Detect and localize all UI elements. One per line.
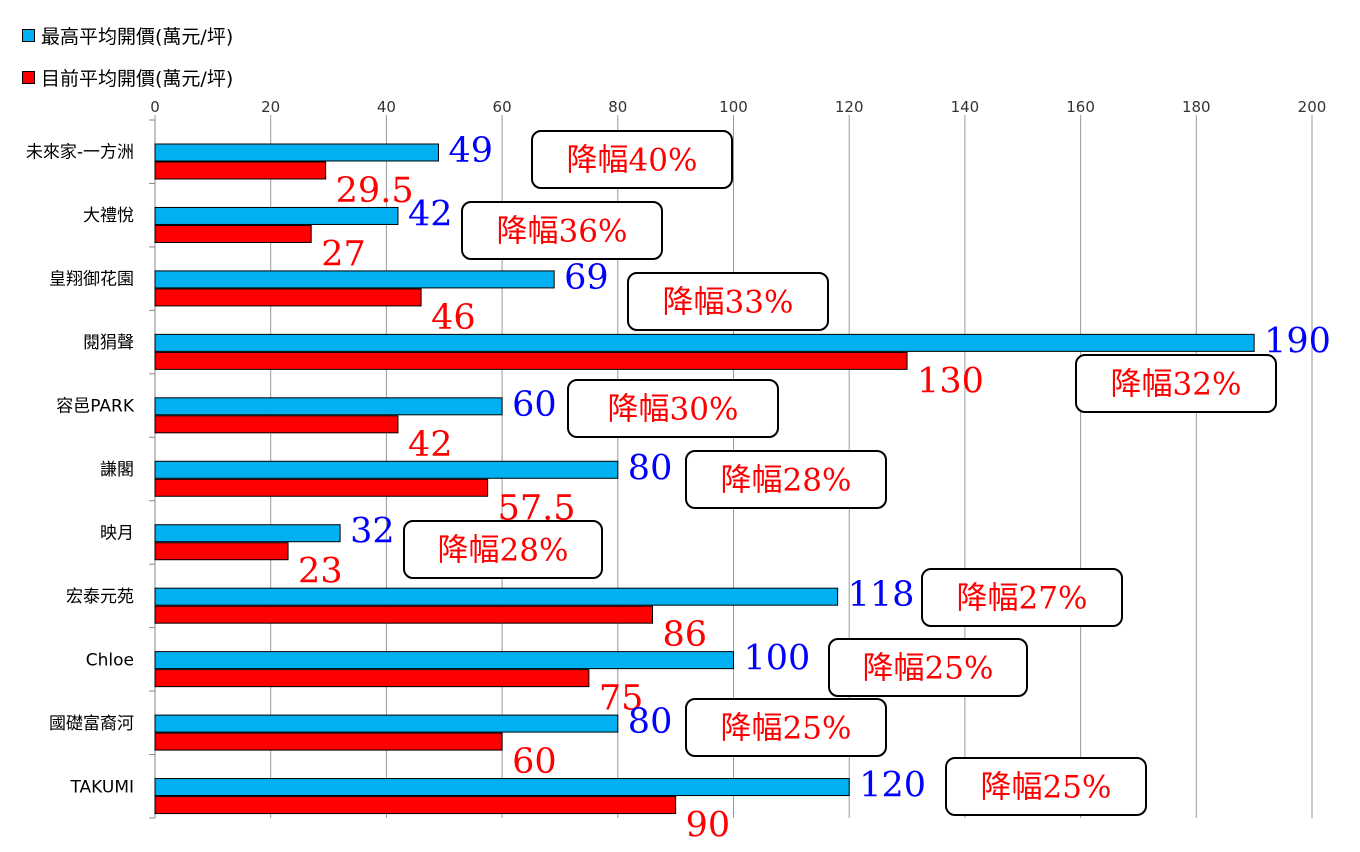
data-label-current: 29.5 <box>336 171 414 211</box>
x-tick-label: 20 <box>261 98 280 116</box>
data-label-max: 69 <box>564 258 609 298</box>
x-tick-label: 140 <box>951 98 980 116</box>
data-label-max: 49 <box>448 131 493 171</box>
data-label-current: 86 <box>663 615 708 655</box>
bar-current <box>154 351 908 370</box>
data-label-max: 100 <box>744 639 811 679</box>
bar-current <box>154 161 327 180</box>
x-tick-label: 120 <box>835 98 864 116</box>
annotation-label: 降幅25% <box>863 651 994 687</box>
annotation-box <box>403 520 603 579</box>
annotation-box <box>685 698 887 757</box>
category-label: 閱狷聲 <box>83 333 134 353</box>
bar-max <box>154 651 734 670</box>
data-label-max: 32 <box>350 512 395 552</box>
bar-max <box>154 524 341 543</box>
x-tick-label: 180 <box>1182 98 1211 116</box>
data-label-max: 190 <box>1264 321 1331 361</box>
bar-max <box>154 460 619 479</box>
data-label-current: 90 <box>686 806 731 846</box>
x-tick-label: 0 <box>150 98 160 116</box>
data-label-current: 60 <box>512 742 557 782</box>
annotation-box <box>921 568 1123 627</box>
data-label-current: 75 <box>599 679 644 719</box>
annotation-box <box>567 379 779 438</box>
legend-item-current: 目前平均開價(萬元/坪) <box>22 64 233 91</box>
bar-current <box>154 224 312 243</box>
category-label: 映月 <box>100 523 134 543</box>
bar-current <box>154 732 503 751</box>
bar-current <box>154 669 590 688</box>
category-label: TAKUMI <box>69 777 134 797</box>
annotation-box <box>828 638 1028 697</box>
bar-current <box>154 542 289 561</box>
bar-max <box>154 714 619 733</box>
data-label-max: 42 <box>408 194 453 234</box>
data-label-max: 120 <box>859 766 926 806</box>
x-tick-label: 80 <box>608 98 627 116</box>
legend-label-current: 目前平均開價(萬元/坪) <box>41 68 234 90</box>
category-label: 謙閣 <box>100 460 134 480</box>
bar-current <box>154 605 654 624</box>
annotation-box <box>627 272 829 331</box>
annotation-label: 降幅30% <box>608 392 739 428</box>
legend-swatch-max <box>22 29 35 42</box>
bar-max <box>154 333 1255 352</box>
bar-max <box>154 206 399 225</box>
bar-max <box>154 778 850 797</box>
annotation-box <box>531 130 733 189</box>
annotation-box <box>1075 354 1277 413</box>
data-label-current: 42 <box>408 425 453 465</box>
x-tick-label: 40 <box>377 98 396 116</box>
category-label: 未來家-一方洲 <box>26 143 134 163</box>
bar-current <box>154 478 489 497</box>
bar-max <box>154 143 439 162</box>
annotation-label: 降幅25% <box>981 770 1112 806</box>
annotation-label: 降幅28% <box>721 463 852 499</box>
data-label-max: 80 <box>628 702 673 742</box>
legend-item-max: 最高平均開價(萬元/坪) <box>22 22 233 49</box>
data-label-max: 118 <box>848 575 915 615</box>
bar-current <box>154 415 399 434</box>
data-label-current: 130 <box>917 361 984 401</box>
bar-current <box>154 796 677 815</box>
bar-current <box>154 288 422 307</box>
category-label: 大禮悅 <box>83 206 134 226</box>
annotation-label: 降幅27% <box>957 581 1088 617</box>
annotation-label: 降幅33% <box>663 285 794 321</box>
annotation-label: 降幅36% <box>497 214 628 250</box>
annotation-box <box>945 757 1147 816</box>
data-label-current: 46 <box>431 298 476 338</box>
annotation-label: 降幅28% <box>438 533 569 569</box>
category-label: 容邑PARK <box>56 397 135 417</box>
bar-max <box>154 587 839 606</box>
x-tick-label: 100 <box>719 98 748 116</box>
x-tick-label: 60 <box>493 98 512 116</box>
annotation-label: 降幅25% <box>721 711 852 747</box>
data-label-current: 27 <box>321 234 366 274</box>
annotation-label: 降幅40% <box>567 143 698 179</box>
category-label: 皇翔御花園 <box>49 270 134 290</box>
x-tick-label: 200 <box>1298 98 1327 116</box>
legend-label-max: 最高平均開價(萬元/坪) <box>41 26 234 48</box>
data-label-max: 80 <box>628 448 673 488</box>
category-label: 國礎富裔河 <box>49 714 134 734</box>
category-label: 宏泰元苑 <box>66 587 134 607</box>
category-label: Chloe <box>86 650 134 670</box>
x-tick-label: 160 <box>1066 98 1095 116</box>
bar-max <box>154 397 503 416</box>
legend-swatch-current <box>22 71 35 84</box>
annotation-label: 降幅32% <box>1111 367 1242 403</box>
annotation-box <box>685 450 887 509</box>
bar-max <box>154 270 555 289</box>
annotation-box <box>461 201 663 260</box>
data-label-current: 23 <box>298 552 343 592</box>
data-label-max: 60 <box>512 385 557 425</box>
